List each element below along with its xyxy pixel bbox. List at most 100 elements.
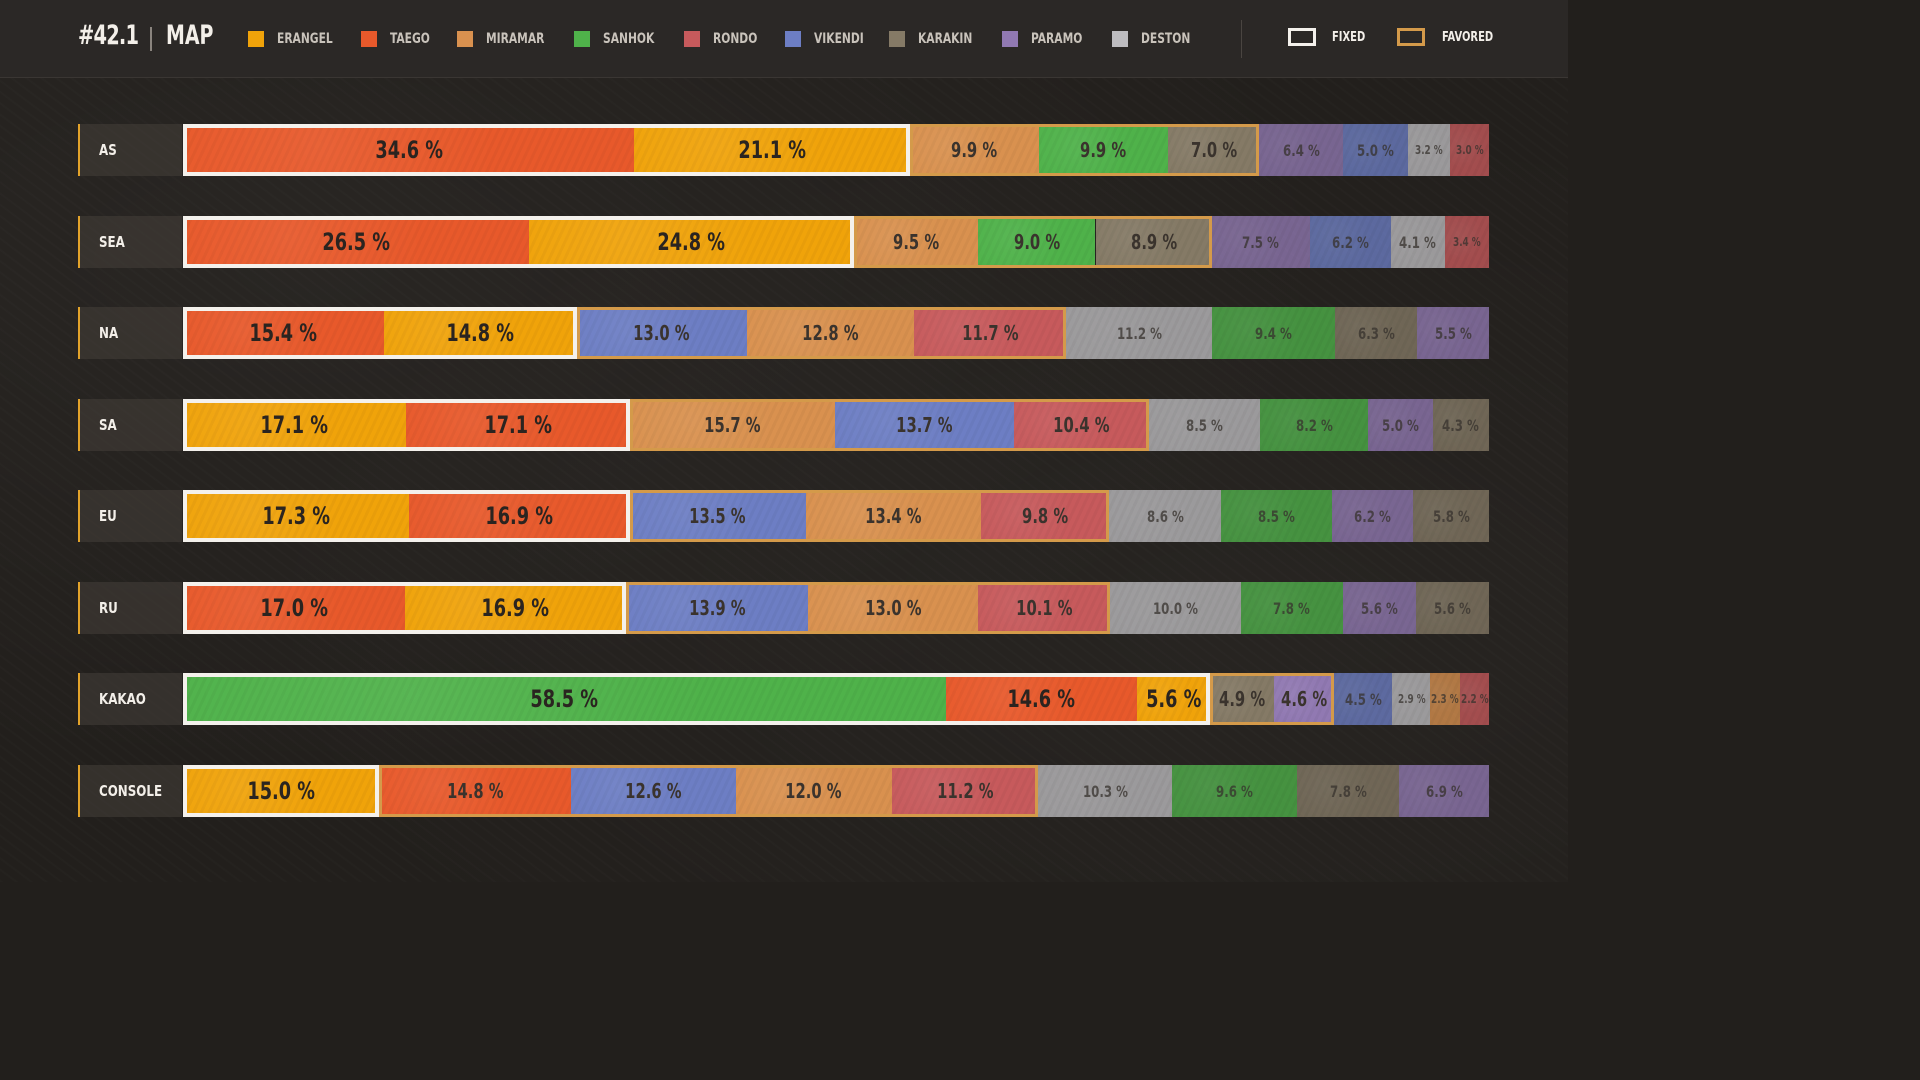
segment-value-label: 4.3 % bbox=[1442, 415, 1480, 435]
legend-label: PARAMO bbox=[1031, 31, 1083, 47]
segment-value-label: 14.6 % bbox=[1007, 685, 1076, 713]
bar-segment-rondo: 11.2 % bbox=[892, 765, 1038, 817]
legend-item-erangel: ERANGEL bbox=[248, 31, 343, 47]
bar-segment-karakin: 5.8 % bbox=[1413, 490, 1489, 542]
segment-value-label: 9.5 % bbox=[892, 230, 939, 254]
bar-segment-taego: 15.4 % bbox=[183, 307, 384, 359]
segment-value-label: 13.9 % bbox=[688, 596, 746, 620]
segment-value-label: 14.8 % bbox=[446, 319, 515, 347]
bar-segment-paramo: 5.6 % bbox=[1342, 582, 1416, 634]
segment-value-label: 9.8 % bbox=[1021, 504, 1068, 528]
region-label-kakao: KAKAO bbox=[78, 673, 182, 725]
legend-label: MIRAMAR bbox=[486, 31, 545, 47]
legend-swatch bbox=[248, 31, 264, 47]
bar-segment-deston: 10.0 % bbox=[1109, 582, 1241, 634]
legend-swatch bbox=[889, 31, 905, 47]
segment-value-label: 8.6 % bbox=[1146, 506, 1184, 526]
bar-segment-sanhok: 7.8 % bbox=[1240, 582, 1343, 634]
region-label-sa: SA bbox=[78, 399, 182, 451]
bar-segment-miramar: 12.8 % bbox=[746, 307, 914, 359]
segment-value-label: 9.0 % bbox=[1013, 230, 1060, 254]
region-label-ru: RU bbox=[78, 582, 182, 634]
segment-value-label: 3.2 % bbox=[1415, 143, 1443, 157]
bar-segment-vikendi: 13.9 % bbox=[626, 582, 808, 634]
segment-value-label: 17.3 % bbox=[262, 502, 330, 530]
bar-segment-erangel: 5.6 % bbox=[1136, 673, 1210, 725]
bar-segment-miramar: 12.0 % bbox=[735, 765, 893, 817]
segment-value-label: 17.1 % bbox=[260, 411, 329, 439]
bar-segment-vikendi: 13.7 % bbox=[834, 399, 1014, 451]
favored-key-box bbox=[1397, 28, 1425, 46]
legend-label: RONDO bbox=[713, 31, 758, 47]
segment-value-label: 15.7 % bbox=[703, 413, 761, 437]
bar-segment-taego: 17.1 % bbox=[406, 399, 630, 451]
bar-segment-paramo: 5.0 % bbox=[1367, 399, 1433, 451]
segment-value-label: 6.9 % bbox=[1425, 781, 1463, 801]
bar-segment-sanhok: 58.5 % bbox=[183, 673, 947, 725]
bar-segment-erangel: 15.0 % bbox=[183, 765, 379, 817]
bar-segment-deston: 10.3 % bbox=[1038, 765, 1173, 817]
segment-value-label: 9.9 % bbox=[951, 138, 998, 162]
legend-item-paramo: PARAMO bbox=[1002, 31, 1091, 47]
segment-value-label: 11.2 % bbox=[1116, 323, 1162, 343]
segment-value-label: 5.8 % bbox=[1432, 506, 1470, 526]
bar-segment-karakin: 4.9 % bbox=[1209, 673, 1274, 725]
segment-value-label: 34.6 % bbox=[374, 136, 443, 164]
bar-segment-vikendi: 6.2 % bbox=[1309, 216, 1391, 268]
segment-value-label: 10.3 % bbox=[1082, 781, 1128, 801]
bar-segment-sanhok: 8.5 % bbox=[1221, 490, 1333, 542]
segment-value-label: 8.5 % bbox=[1258, 506, 1296, 526]
bar-segment-karakin: 7.0 % bbox=[1168, 124, 1260, 176]
segment-value-label: 16.9 % bbox=[481, 594, 550, 622]
segment-value-label: 5.0 % bbox=[1381, 415, 1419, 435]
bar-segment-erangel: 17.1 % bbox=[183, 399, 407, 451]
bar-segment-miramar: 9.9 % bbox=[909, 124, 1039, 176]
segment-value-label: 5.0 % bbox=[1357, 140, 1394, 160]
segment-value-label: 9.6 % bbox=[1216, 781, 1254, 801]
bar-row-sea: 26.5 % 24.8 % 9.5 % 9.0 % 8.9 % 7.5 % 6.2 % 4.1… bbox=[183, 216, 1489, 268]
segment-value-label: 7.8 % bbox=[1329, 781, 1367, 801]
bar-row-as: 34.6 % 21.1 % 9.9 % 9.9 % 7.0 % 6.4 % 5.0 % 3.2… bbox=[183, 124, 1489, 176]
bar-row-na: 15.4 % 14.8 % 13.0 % 12.8 % 11.7 % 11.2 % 9.4 … bbox=[183, 307, 1489, 359]
segment-value-label: 13.7 % bbox=[895, 413, 953, 437]
legend-label: KARAKIN bbox=[918, 31, 973, 47]
bar-segment-sanhok: 9.6 % bbox=[1172, 765, 1298, 817]
segment-value-label: 58.5 % bbox=[530, 685, 599, 713]
bar-segment-vikendi: 4.5 % bbox=[1333, 673, 1393, 725]
segment-value-label: 6.2 % bbox=[1354, 506, 1392, 526]
bar-segment-erangel: 17.3 % bbox=[183, 490, 409, 542]
bar-segment-erangel: 21.1 % bbox=[634, 124, 910, 176]
legend-item-sanhok: SANHOK bbox=[574, 31, 663, 47]
segment-value-label: 11.7 % bbox=[961, 321, 1019, 345]
segment-value-label: 13.0 % bbox=[633, 321, 690, 345]
segment-value-label: 26.5 % bbox=[322, 228, 391, 256]
bar-segment-rondo: 10.1 % bbox=[977, 582, 1110, 634]
bar-segment-taego: 34.6 % bbox=[183, 124, 635, 176]
segment-value-label: 13.0 % bbox=[864, 596, 922, 620]
segment-value-label: 13.5 % bbox=[689, 504, 746, 528]
bar-segment-deston: 11.2 % bbox=[1066, 307, 1213, 359]
legend-item-deston: DESTON bbox=[1112, 31, 1199, 47]
favored-key-label: FAVORED bbox=[1442, 30, 1494, 45]
region-label-console: CONSOLE bbox=[78, 765, 182, 817]
segment-value-label: 14.8 % bbox=[446, 779, 504, 803]
segment-value-label: 2.3 % bbox=[1431, 692, 1460, 706]
bar-segment-rondo: 11.7 % bbox=[913, 307, 1067, 359]
legend-swatch bbox=[1112, 31, 1128, 47]
bar-segment-miramar: 2.3 % bbox=[1430, 673, 1461, 725]
bar-segment-erangel: 16.9 % bbox=[405, 582, 627, 634]
segment-value-label: 2.9 % bbox=[1397, 692, 1426, 706]
bar-segment-taego: 26.5 % bbox=[183, 216, 530, 268]
bar-segment-paramo: 7.5 % bbox=[1211, 216, 1310, 268]
bar-segment-miramar: 15.7 % bbox=[629, 399, 835, 451]
segment-value-label: 4.5 % bbox=[1344, 689, 1382, 709]
bar-segment-sanhok: 9.4 % bbox=[1212, 307, 1336, 359]
segment-value-label: 12.0 % bbox=[785, 779, 842, 803]
bar-segment-erangel: 14.8 % bbox=[383, 307, 578, 359]
bar-segment-deston: 8.6 % bbox=[1108, 490, 1222, 542]
segment-value-label: 6.4 % bbox=[1282, 140, 1320, 160]
bar-segment-taego: 14.8 % bbox=[378, 765, 572, 817]
legend-swatch bbox=[361, 31, 377, 47]
bar-segment-vikendi: 13.5 % bbox=[629, 490, 806, 542]
legend-label: VIKENDI bbox=[814, 31, 864, 47]
